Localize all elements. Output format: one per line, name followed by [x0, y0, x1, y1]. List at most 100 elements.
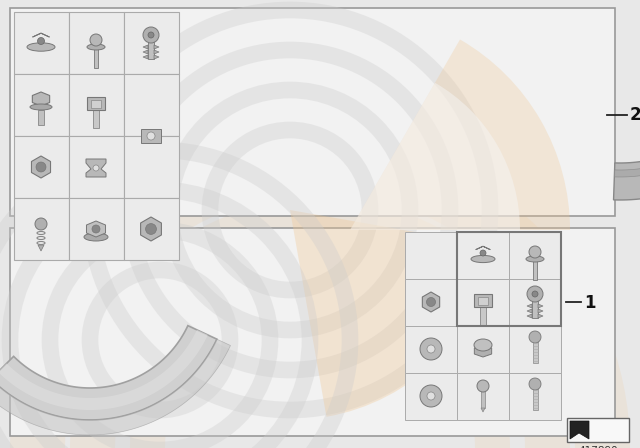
Wedge shape	[70, 198, 570, 448]
Bar	[509, 232, 561, 279]
Bar	[148, 41, 154, 59]
Bar	[457, 279, 509, 326]
Bar	[124, 12, 179, 74]
Bar	[457, 232, 509, 279]
Circle shape	[529, 246, 541, 258]
Bar	[14, 136, 69, 198]
Bar	[481, 386, 485, 408]
Bar	[69, 198, 124, 260]
Circle shape	[36, 162, 46, 172]
Wedge shape	[350, 83, 520, 230]
Polygon shape	[476, 246, 490, 250]
Ellipse shape	[471, 255, 495, 263]
Polygon shape	[31, 156, 51, 178]
Polygon shape	[527, 304, 532, 308]
Polygon shape	[538, 309, 543, 313]
Polygon shape	[527, 314, 532, 318]
Wedge shape	[130, 258, 510, 448]
Bar	[14, 198, 69, 260]
Polygon shape	[0, 330, 208, 410]
Ellipse shape	[84, 233, 108, 241]
Bar	[10, 228, 615, 436]
Bar	[38, 110, 44, 125]
Bar	[124, 198, 179, 260]
Bar	[480, 307, 486, 325]
Circle shape	[527, 286, 543, 302]
Bar	[474, 294, 492, 307]
Circle shape	[92, 225, 100, 233]
Polygon shape	[474, 345, 492, 357]
Polygon shape	[538, 314, 543, 318]
Circle shape	[480, 250, 486, 256]
Polygon shape	[154, 55, 159, 59]
Bar	[532, 300, 538, 318]
Bar	[87, 97, 105, 110]
Bar	[141, 129, 161, 143]
Bar	[405, 326, 457, 373]
Circle shape	[477, 380, 489, 392]
Polygon shape	[154, 45, 159, 49]
Ellipse shape	[474, 339, 492, 351]
Circle shape	[532, 291, 538, 297]
Bar	[532, 337, 538, 363]
Bar	[124, 74, 179, 136]
Bar	[69, 74, 124, 136]
Bar	[457, 326, 509, 373]
Circle shape	[38, 38, 45, 44]
Wedge shape	[350, 39, 570, 230]
Polygon shape	[527, 309, 532, 313]
Bar	[69, 136, 124, 198]
Circle shape	[427, 345, 435, 353]
Circle shape	[35, 218, 47, 230]
Circle shape	[146, 224, 156, 234]
Bar	[14, 12, 69, 74]
Polygon shape	[154, 50, 159, 54]
Bar	[69, 12, 124, 74]
Bar	[478, 297, 488, 305]
Circle shape	[90, 34, 102, 46]
Polygon shape	[86, 221, 106, 237]
Bar	[509, 326, 561, 373]
Bar	[405, 232, 457, 279]
Circle shape	[420, 385, 442, 407]
Ellipse shape	[27, 43, 55, 51]
Text: 417890: 417890	[578, 446, 618, 448]
Polygon shape	[86, 159, 106, 177]
Circle shape	[529, 378, 541, 390]
Wedge shape	[10, 138, 630, 448]
Polygon shape	[141, 217, 161, 241]
Bar	[94, 48, 98, 68]
Bar	[532, 384, 538, 410]
Text: 1: 1	[584, 293, 595, 311]
Bar	[405, 373, 457, 420]
Polygon shape	[143, 45, 148, 49]
Ellipse shape	[30, 104, 52, 110]
Circle shape	[529, 331, 541, 343]
Circle shape	[427, 392, 435, 400]
Polygon shape	[33, 33, 49, 37]
Circle shape	[147, 132, 155, 140]
Circle shape	[420, 338, 442, 360]
Bar	[93, 110, 99, 128]
Ellipse shape	[526, 256, 544, 262]
Bar	[14, 74, 69, 136]
Polygon shape	[481, 408, 485, 412]
Circle shape	[143, 27, 159, 43]
Polygon shape	[143, 50, 148, 54]
Circle shape	[148, 32, 154, 38]
Ellipse shape	[87, 44, 105, 50]
Polygon shape	[38, 245, 44, 251]
Circle shape	[93, 165, 99, 171]
Polygon shape	[143, 55, 148, 59]
Bar	[91, 100, 101, 108]
Polygon shape	[614, 42, 640, 177]
Polygon shape	[0, 339, 230, 435]
Polygon shape	[570, 421, 589, 439]
Bar	[567, 418, 629, 442]
Bar	[457, 373, 509, 420]
Bar	[405, 279, 457, 326]
Circle shape	[426, 297, 435, 306]
Bar	[457, 232, 561, 326]
Polygon shape	[0, 326, 217, 420]
Wedge shape	[290, 210, 497, 417]
